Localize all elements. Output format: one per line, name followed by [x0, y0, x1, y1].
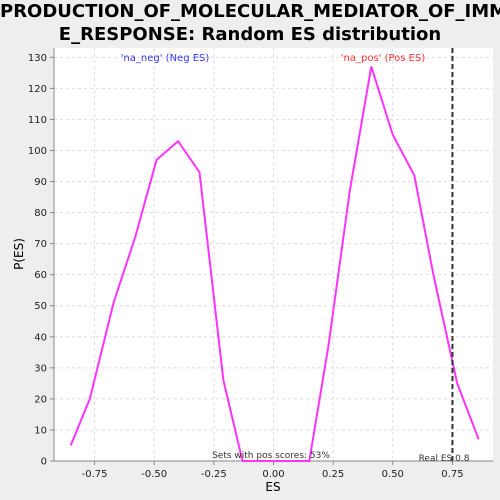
y-tick-label: 20 [34, 394, 47, 405]
y-tick-label: 70 [34, 239, 47, 250]
y-tick-label: 130 [28, 53, 47, 64]
y-tick-label: 50 [34, 301, 47, 312]
y-tick-label: 40 [34, 332, 47, 343]
x-axis-label: ES [265, 480, 280, 494]
y-tick-label: 110 [28, 115, 47, 126]
y-tick-label: 90 [34, 177, 47, 188]
y-tick-label: 120 [28, 84, 47, 95]
chart-title: PRODUCTION_OF_MOLECULAR_MEDIATOR_OF_IMMU… [0, 0, 500, 46]
y-tick-label: 80 [34, 208, 47, 219]
chart-title-line-1: PRODUCTION_OF_MOLECULAR_MEDIATOR_OF_IMMU… [0, 1, 500, 22]
y-tick-label: 0 [41, 457, 47, 468]
chart-title-line-2: E_RESPONSE: Random ES distribution [58, 24, 442, 45]
y-axis-label: P(ES) [12, 238, 26, 270]
x-tick-label: 0.50 [382, 469, 404, 480]
y-tick-label: 60 [34, 270, 47, 281]
es-distribution-line [69, 66, 480, 462]
legend-neg-label: 'na_neg' (Neg ES) [121, 53, 210, 64]
real-es-label: Real ES 0.8 [419, 454, 470, 464]
y-tick-label: 30 [34, 363, 47, 374]
x-tick-label: 0.75 [441, 469, 463, 480]
y-tick-label: 10 [34, 425, 47, 436]
x-tick-label: -0.50 [141, 469, 167, 480]
x-tick-label: 0.25 [322, 469, 344, 480]
pos-scores-note: Sets with pos scores: 53% [212, 451, 330, 461]
grid-lines [54, 48, 493, 462]
axis-ticks: 0 10 20 30 40 50 60 70 80 90 100 110 120 130 -0.75 -0.5… [28, 53, 464, 480]
y-tick-label: 100 [28, 146, 47, 157]
x-tick-label: 0.00 [262, 469, 284, 480]
x-tick-label: -0.25 [201, 469, 227, 480]
legend-pos-label: 'na_pos' (Pos ES) [341, 53, 426, 64]
x-tick-label: -0.75 [82, 469, 108, 480]
